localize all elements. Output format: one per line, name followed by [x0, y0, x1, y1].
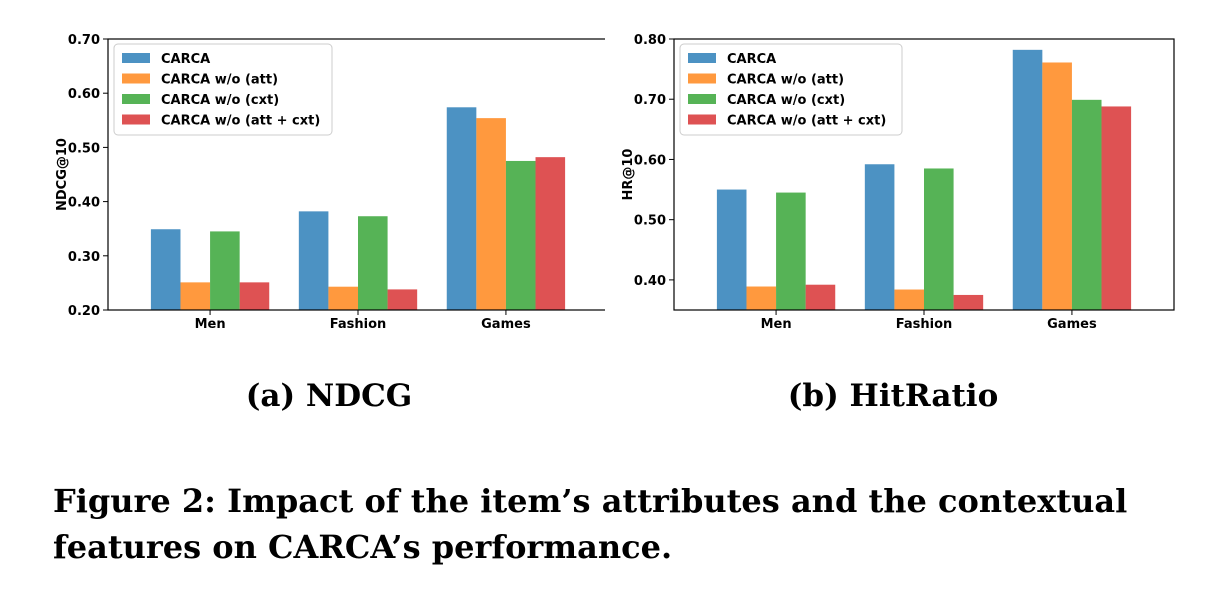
legend-frame [113, 43, 333, 136]
legend-swatch-4 [122, 114, 150, 125]
bar-4-games [1101, 106, 1132, 311]
bar-1-men [716, 189, 747, 310]
legend-label-3: CARCA w/o (cxt) [727, 93, 845, 108]
y-tick-label: 0.40 [68, 196, 100, 211]
y-tick-label: 0.30 [68, 250, 100, 265]
legend-swatch-1 [688, 53, 716, 63]
bar-2-games [476, 118, 506, 311]
bar-1-games [1012, 49, 1043, 311]
bar-2-fashion [328, 286, 358, 310]
bar-4-men [805, 284, 836, 310]
legend-swatch-2 [122, 73, 150, 84]
legend-label-3: CARCA w/o (cxt) [161, 93, 279, 108]
legend-label-2: CARCA w/o (att) [161, 73, 278, 88]
bar-3-men [776, 192, 806, 310]
y-tick-label: 0.40 [634, 274, 666, 289]
bar-4-fashion [953, 294, 984, 310]
x-tick-label: Men [761, 317, 792, 332]
subcaption-hitratio: (b) HitRatio [787, 378, 999, 414]
bar-1-fashion [864, 164, 895, 310]
legend-label-1: CARCA [727, 52, 776, 67]
legend-swatch-3 [688, 94, 716, 104]
legend-swatch-4 [688, 114, 716, 125]
y-axis-label: NDCG@10 [55, 138, 70, 211]
bar-2-fashion [894, 289, 924, 310]
bar-4-games [535, 157, 566, 310]
x-tick-label: Fashion [896, 317, 953, 332]
y-tick-label: 0.20 [68, 304, 100, 319]
figure-caption: Figure 2: Impact of the item’s attribute… [53, 482, 1128, 566]
bar-3-games [1071, 99, 1102, 310]
legend: CARCA CARCA w/o (att) CARCA w/o (cxt) CARCA… [113, 43, 333, 136]
bar-4-men [239, 282, 270, 310]
bar-3-fashion [924, 168, 954, 310]
x-tick-label: Fashion [330, 317, 387, 332]
y-tick-label: 0.50 [68, 141, 100, 156]
bar-1-fashion [298, 211, 329, 310]
legend-label-4: CARCA w/o (att + cxt) [727, 114, 886, 129]
ndcg-chart: 0.20 0.30 0.40 0.50 0.60 0.70 Men Fashion Games N… [55, 33, 605, 332]
hitratio-chart: 0.40 0.50 0.60 0.70 0.80 Men Fashion Games HR@10… [621, 33, 1175, 332]
legend-swatch-2 [688, 73, 716, 84]
bar-2-games [1042, 62, 1072, 311]
legend-label-4: CARCA w/o (att + cxt) [161, 114, 320, 129]
bar-3-men [210, 231, 240, 310]
y-tick-label: 0.80 [634, 33, 666, 48]
legend-label-1: CARCA [161, 52, 210, 67]
legend: CARCA CARCA w/o (att) CARCA w/o (cxt) CARCA… [679, 43, 903, 136]
bar-1-men [150, 229, 181, 310]
bar-3-fashion [358, 216, 388, 310]
x-tick-label: Games [481, 317, 531, 332]
legend-swatch-3 [122, 94, 150, 104]
y-tick-label: 0.70 [634, 93, 666, 108]
bar-3-games [505, 160, 536, 310]
legend-label-2: CARCA w/o (att) [727, 73, 844, 88]
bar-2-men [180, 282, 211, 310]
bar-2-men [746, 286, 777, 310]
y-axis-label: HR@10 [621, 149, 636, 201]
y-tick-label: 0.50 [634, 214, 666, 229]
x-tick-label: Games [1047, 317, 1097, 332]
y-tick-label: 0.60 [68, 87, 100, 102]
bar-1-games [446, 107, 477, 311]
legend-swatch-1 [122, 53, 150, 63]
y-tick-label: 0.60 [634, 153, 666, 168]
y-tick-label: 0.70 [68, 33, 100, 48]
bar-4-fashion [387, 289, 418, 310]
subcaption-ndcg: (a) NDCG [245, 378, 413, 414]
legend-frame [679, 43, 903, 136]
x-tick-label: Men [195, 317, 226, 332]
